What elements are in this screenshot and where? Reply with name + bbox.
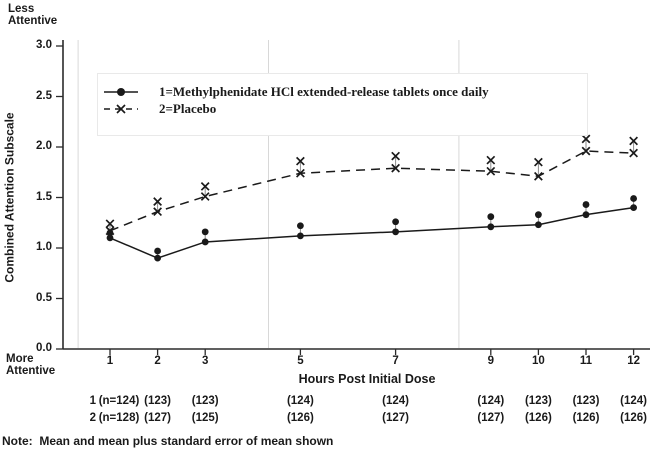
- mean-plus-se-marker: [630, 195, 637, 202]
- mean-marker: [533, 171, 543, 181]
- sample-size-cell: (126): [286, 412, 314, 424]
- legend-label-methylphenidate: 1=Methylphenidate HCl extended-release t…: [159, 83, 489, 99]
- mean-marker: [582, 211, 590, 219]
- sample-size-cell: (124): [620, 395, 648, 407]
- solid-line-circle-marker-icon: [104, 87, 138, 96]
- mean-marker: [629, 148, 639, 158]
- mean-marker: [535, 221, 542, 229]
- mean-marker: [200, 192, 210, 201]
- x-tick-label: 3: [201, 355, 209, 367]
- mean-plus-se-marker: [535, 211, 542, 219]
- mean-marker: [153, 207, 163, 217]
- mean-plus-se-marker: [200, 181, 210, 191]
- mean-marker: [201, 238, 209, 246]
- mean-plus-se-marker: [297, 222, 304, 230]
- mean-plus-se-marker: [391, 151, 401, 161]
- sample-size-row-label: 2: [89, 412, 96, 424]
- mean-marker: [106, 234, 114, 242]
- mean-plus-se-marker: [533, 157, 543, 167]
- sample-size-cell: (124): [286, 395, 314, 407]
- sample-size-cell: (127): [144, 412, 172, 424]
- mean-plus-se-marker: [106, 229, 114, 237]
- x-tick-label: 7: [392, 355, 399, 367]
- y-axis-direction-label-less: Less Attentive: [8, 3, 58, 27]
- mean-plus-se-marker: [392, 218, 399, 226]
- x-tick-label: 11: [579, 355, 593, 367]
- mean-marker: [154, 254, 162, 262]
- mean-plus-se-marker: [105, 219, 115, 229]
- sample-size-row-label: 1: [89, 395, 96, 407]
- sample-size-cell: (n=124): [98, 395, 140, 407]
- y-tick-label: 2.0: [36, 140, 52, 152]
- mean-plus-se-marker: [153, 197, 163, 206]
- sample-size-cell: (126): [620, 412, 648, 424]
- legend-item-placebo: 2=Placebo: [103, 100, 587, 117]
- sample-size-cell: (n=128): [98, 412, 140, 424]
- x-tick-label: 9: [487, 355, 494, 367]
- mean-marker: [391, 163, 401, 173]
- x-tick-label: 2: [154, 355, 161, 367]
- y-axis-title: Combined Attention Subscale: [2, 112, 17, 283]
- sample-size-cell: (125): [191, 412, 219, 424]
- sample-size-cell: (126): [524, 412, 552, 424]
- legend: 1=Methylphenidate HCl extended-release t…: [97, 73, 588, 136]
- mean-marker: [392, 228, 399, 236]
- y-tick-label: 0.5: [36, 291, 52, 304]
- mean-marker: [630, 204, 637, 212]
- sample-size-cell: (126): [572, 412, 600, 424]
- sample-size-cell: (123): [572, 395, 600, 407]
- y-tick-label: 1.5: [36, 190, 52, 203]
- mean-marker: [297, 232, 304, 240]
- mean-plus-se-marker: [295, 156, 305, 166]
- y-tick-label: 3.0: [36, 39, 52, 51]
- mean-plus-se-marker: [581, 134, 591, 144]
- x-tick-label: 12: [627, 355, 640, 367]
- mean-marker: [295, 168, 305, 178]
- mean-plus-se-marker: [629, 136, 639, 146]
- series-line-placebo: [109, 150, 634, 232]
- sample-size-cell: (123): [144, 395, 172, 407]
- x-axis-title: Hours Post Initial Dose: [298, 372, 436, 386]
- mean-marker: [105, 226, 115, 236]
- y-tick-label: 2.5: [36, 89, 52, 102]
- mean-plus-se-marker: [582, 201, 590, 208]
- mean-plus-se-marker: [154, 247, 162, 255]
- mean-plus-se-marker: [486, 155, 496, 165]
- x-tick-label: 10: [531, 355, 545, 367]
- sample-size-cell: (127): [382, 412, 410, 424]
- sample-size-cell: (124): [477, 395, 505, 407]
- mean-marker: [487, 223, 495, 231]
- dashed-line-x-marker-icon: [104, 103, 138, 114]
- sample-size-cell: (123): [191, 395, 219, 407]
- sample-size-cell: (124): [382, 395, 410, 407]
- mean-plus-se-marker: [201, 228, 209, 236]
- x-tick-label: 5: [297, 355, 304, 367]
- sample-size-cell: (123): [524, 395, 552, 407]
- x-tick-label: 1: [106, 355, 114, 367]
- mean-marker: [486, 166, 496, 176]
- sample-size-cell: (127): [477, 412, 505, 424]
- legend-item-methylphenidate: 1=Methylphenidate HCl extended-release t…: [103, 83, 587, 100]
- y-tick-label: 1.0: [36, 241, 52, 253]
- mean-marker: [581, 146, 591, 156]
- figure-note: Note: Mean and mean plus standard error …: [2, 434, 334, 448]
- mean-plus-se-marker: [487, 213, 495, 221]
- y-tick-label: 0.0: [36, 342, 52, 354]
- y-axis-direction-label-more: More Attentive: [6, 353, 56, 377]
- legend-label-placebo: 2=Placebo: [159, 100, 217, 116]
- series-line-methylphenidate: [109, 206, 634, 259]
